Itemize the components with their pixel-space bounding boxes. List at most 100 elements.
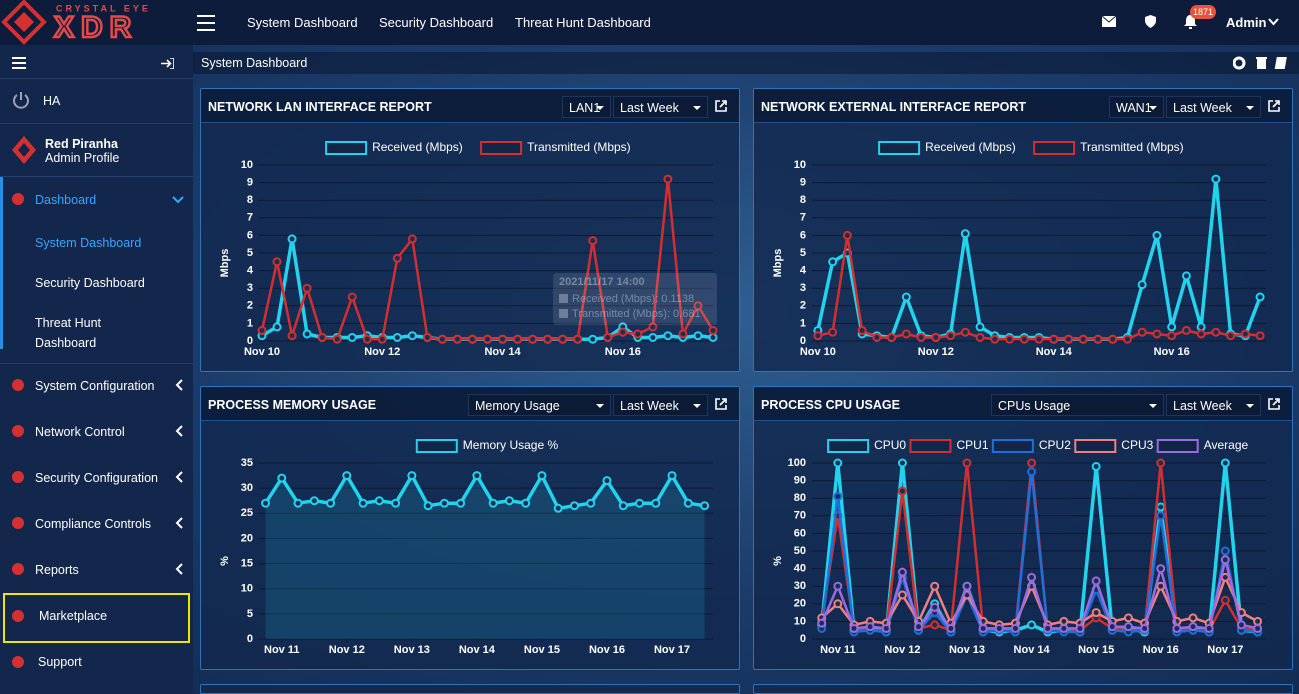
expand-icon[interactable] [1268, 398, 1280, 410]
marker [1156, 581, 1166, 591]
y-tick-label: 20 [794, 598, 806, 610]
marker [569, 501, 579, 511]
expand-icon[interactable] [1268, 100, 1280, 112]
menu-item[interactable]: Security Configuration [35, 471, 158, 485]
marker [332, 334, 342, 344]
panel-title: NETWORK EXTERNAL INTERFACE REPORT [761, 100, 1027, 114]
select[interactable]: LAN1 [562, 96, 611, 118]
chart: 0 10 20 30 40 50 60 70 80 90 100 Nov 11 Nov 12 Nov 13… [772, 438, 1266, 656]
marker [930, 620, 940, 630]
x-tick-label: Nov 17 [1207, 644, 1243, 656]
menu-icon [12, 656, 24, 668]
marker [813, 331, 823, 341]
profile-name: Red Piranha [45, 137, 118, 151]
marker [1253, 623, 1263, 633]
menu-item[interactable]: Reports [35, 563, 79, 577]
logout-icon[interactable] [161, 58, 174, 69]
legend-swatch [991, 439, 1034, 453]
y-tick-label: 2 [800, 300, 806, 312]
panel: 0 1 2 3 4 5 6 7 8 9 10 Nov 10 Nov 12 Nov 14 Nov 16 Mbps… [200, 88, 740, 372]
logo-mark [1, 0, 47, 45]
submenu-item[interactable]: Threat Hunt Dashboard [35, 316, 102, 350]
user-menu[interactable]: Admin [1226, 15, 1267, 30]
y-tick-label: 15 [241, 557, 253, 569]
area [265, 475, 705, 639]
marker [317, 332, 327, 342]
sidebar-toggle[interactable] [12, 57, 26, 69]
marker [586, 498, 596, 508]
menu-toggle[interactable] [196, 14, 216, 32]
marker [833, 581, 843, 591]
marker [1034, 334, 1044, 344]
marker [1167, 331, 1177, 341]
menu-item[interactable]: Compliance Controls [35, 517, 152, 531]
legend-label: CPU2 [1039, 438, 1071, 452]
y-tick-label: 40 [794, 563, 806, 575]
marker [1240, 329, 1250, 339]
marker [1220, 555, 1230, 565]
marker [833, 458, 843, 468]
select[interactable]: CPUs Usage [991, 394, 1164, 416]
select[interactable]: Last Week [1166, 394, 1261, 416]
marker [1010, 623, 1020, 633]
menu-item[interactable]: Support [38, 655, 82, 669]
line [816, 177, 1262, 341]
marker [1075, 623, 1085, 633]
y-tick-label: 8 [800, 194, 806, 206]
select[interactable]: Last Week [613, 394, 708, 416]
marker [960, 327, 970, 337]
ha-label[interactable]: HA [43, 94, 61, 108]
y-tick-label: 1 [247, 317, 253, 329]
select[interactable]: Last Week [1166, 96, 1261, 118]
marker [1107, 622, 1117, 632]
expand-icon[interactable] [715, 100, 727, 112]
mail-icon[interactable] [1102, 16, 1116, 27]
y-tick-label: 30 [794, 580, 806, 592]
select[interactable]: Memory Usage [468, 394, 611, 416]
select[interactable]: WAN1 [1109, 96, 1164, 118]
marker [302, 329, 312, 339]
nav-link[interactable]: Security Dashboard [379, 15, 494, 30]
separator [0, 123, 193, 124]
submenu-item[interactable]: Security Dashboard [35, 276, 145, 290]
toolbar-icons[interactable] [1233, 56, 1289, 70]
chevrons [175, 379, 183, 575]
expand-icon[interactable] [715, 398, 727, 410]
legend-swatch [878, 141, 921, 155]
y-tick-label: 60 [794, 527, 806, 539]
x-tick-label: Nov 14 [459, 644, 496, 656]
x-tick-label: Nov 10 [800, 346, 836, 358]
menu-item[interactable]: System Configuration [35, 379, 155, 393]
marker [1188, 622, 1198, 632]
menu-item[interactable]: Marketplace [39, 609, 108, 623]
shield-icon[interactable] [1145, 15, 1156, 28]
submenu-item[interactable]: System Dashboard [35, 236, 142, 250]
menu-item[interactable]: Dashboard [35, 193, 97, 207]
legend-label: Transmitted (Mbps) [1080, 140, 1184, 154]
sidebar: HA Red Piranha Admin Profile Dashboard S… [0, 45, 193, 694]
marker [553, 503, 563, 513]
legend-label: Average [1204, 438, 1249, 452]
y-tick-label: 50 [794, 545, 806, 557]
y-tick-label: 9 [800, 177, 806, 189]
menu-item[interactable]: Network Control [35, 425, 125, 439]
marker [1167, 322, 1177, 332]
marker [558, 334, 568, 344]
x-tick-label: Nov 16 [1154, 346, 1190, 358]
marker [1253, 616, 1263, 626]
y-tick-label: 1 [800, 317, 806, 329]
marker [391, 498, 401, 508]
legend-swatch [909, 439, 952, 453]
marker [1091, 608, 1101, 618]
nav-link[interactable]: System Dashboard [247, 15, 358, 30]
nav-link[interactable]: Threat Hunt Dashboard [515, 15, 651, 30]
marker [1019, 334, 1029, 344]
marker [603, 332, 613, 342]
marker [651, 498, 661, 508]
x-tick-label: Nov 17 [654, 644, 690, 656]
select[interactable]: Last Week [613, 96, 708, 118]
marker [828, 257, 838, 267]
marker [423, 501, 433, 511]
marker [1137, 280, 1147, 290]
chevron [172, 196, 184, 204]
